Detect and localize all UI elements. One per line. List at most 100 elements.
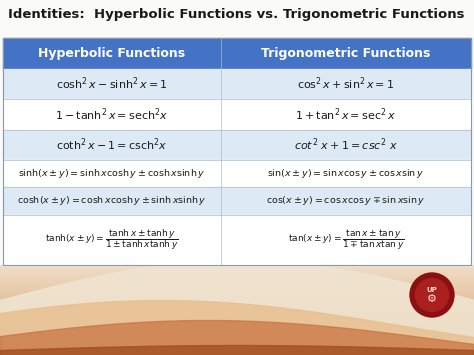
Bar	[0, 328, 474, 329]
Bar	[0, 314, 474, 315]
Bar	[0, 293, 474, 294]
Bar	[0, 267, 474, 268]
Bar	[0, 332, 474, 333]
Circle shape	[410, 273, 454, 317]
Text: $\mathit{cot}^2\ x + 1 = \mathit{csc}^2\ x$: $\mathit{cot}^2\ x + 1 = \mathit{csc}^2\…	[294, 137, 398, 153]
Bar	[0, 339, 474, 340]
Bar	[0, 283, 474, 284]
Bar	[0, 280, 474, 281]
Bar	[0, 313, 474, 314]
Bar	[0, 268, 474, 269]
Bar	[0, 350, 474, 351]
Text: $\cosh^2 x - \sinh^2 x = 1$: $\cosh^2 x - \sinh^2 x = 1$	[56, 76, 168, 92]
Bar	[0, 296, 474, 297]
Bar	[3, 69, 220, 99]
Bar	[220, 99, 471, 130]
Text: $1 + \tan^2 x = \sec^2 x$: $1 + \tan^2 x = \sec^2 x$	[295, 106, 396, 122]
Bar	[0, 329, 474, 330]
Bar	[0, 291, 474, 292]
Text: Identities:  Hyperbolic Functions vs. Trigonometric Functions: Identities: Hyperbolic Functions vs. Tri…	[8, 8, 465, 21]
Bar	[0, 278, 474, 279]
Bar	[220, 160, 471, 187]
Bar	[0, 308, 474, 309]
Bar	[0, 307, 474, 308]
Bar	[3, 214, 220, 265]
Bar	[0, 321, 474, 322]
Bar	[0, 317, 474, 318]
Bar	[0, 304, 474, 305]
Bar	[0, 287, 474, 288]
Bar	[0, 315, 474, 316]
Bar	[0, 334, 474, 335]
Bar	[0, 320, 474, 321]
Bar	[0, 273, 474, 274]
Bar	[0, 284, 474, 285]
Bar	[0, 306, 474, 307]
Bar	[220, 214, 471, 265]
Bar	[0, 319, 474, 320]
Bar	[0, 353, 474, 354]
Bar	[0, 272, 474, 273]
Bar	[0, 269, 474, 270]
Bar	[0, 271, 474, 272]
Text: $\cos^2 x + \sin^2 x = 1$: $\cos^2 x + \sin^2 x = 1$	[297, 76, 394, 92]
Bar	[0, 343, 474, 344]
Bar	[0, 288, 474, 289]
Bar	[0, 348, 474, 349]
Bar	[3, 38, 220, 69]
Bar	[3, 38, 471, 265]
Bar	[0, 326, 474, 327]
Bar	[0, 337, 474, 338]
Bar	[0, 336, 474, 337]
Bar	[0, 270, 474, 271]
Bar	[0, 298, 474, 299]
Bar	[0, 299, 474, 300]
Bar	[0, 351, 474, 352]
Bar	[0, 0, 474, 265]
Bar	[0, 302, 474, 303]
Text: ⚙: ⚙	[427, 294, 437, 304]
Bar	[0, 285, 474, 286]
Bar	[0, 279, 474, 280]
Bar	[0, 276, 474, 277]
Bar	[0, 275, 474, 276]
Bar	[0, 309, 474, 310]
Bar	[3, 130, 220, 160]
Bar	[0, 346, 474, 347]
Bar	[220, 187, 471, 214]
Bar	[0, 281, 474, 282]
Text: $\sin(x \pm y) = \sin x\cos y \pm \cos x\sin y$: $\sin(x \pm y) = \sin x\cos y \pm \cos x…	[267, 167, 424, 180]
Text: Trigonometric Functions: Trigonometric Functions	[261, 47, 430, 60]
Bar	[0, 330, 474, 331]
Bar	[0, 345, 474, 346]
Bar	[0, 300, 474, 301]
Bar	[0, 347, 474, 348]
Bar	[0, 311, 474, 312]
Bar	[0, 340, 474, 341]
Bar	[220, 38, 471, 69]
Bar	[0, 295, 474, 296]
Bar	[0, 282, 474, 283]
Bar	[0, 352, 474, 353]
Bar	[0, 338, 474, 339]
Bar	[0, 305, 474, 306]
Bar	[0, 290, 474, 291]
Bar	[0, 301, 474, 302]
Text: $\cos(x \pm y) = \cos x\cos y \mp \sin x\sin y$: $\cos(x \pm y) = \cos x\cos y \mp \sin x…	[266, 194, 426, 207]
Text: Hyperbolic Functions: Hyperbolic Functions	[38, 47, 185, 60]
Text: $\sinh(x \pm y) = \sinh x\cosh y \pm \cosh x\sinh y$: $\sinh(x \pm y) = \sinh x\cosh y \pm \co…	[18, 167, 205, 180]
Text: $\cosh(x \pm y) = \cosh x\cosh y \pm \sinh x\sinh y$: $\cosh(x \pm y) = \cosh x\cosh y \pm \si…	[17, 194, 207, 207]
Bar	[0, 316, 474, 317]
Bar	[3, 99, 220, 130]
Bar	[0, 324, 474, 325]
Bar	[0, 354, 474, 355]
Text: $\tanh(x \pm y) = \dfrac{\tanh x \pm \tanh y}{1 \pm \tanh x\tanh y}$: $\tanh(x \pm y) = \dfrac{\tanh x \pm \ta…	[45, 227, 179, 252]
Bar	[0, 303, 474, 304]
Text: $\coth^2 x - 1 = \mathrm{csch}^2 x$: $\coth^2 x - 1 = \mathrm{csch}^2 x$	[56, 137, 168, 153]
Bar	[0, 310, 474, 311]
Bar	[3, 187, 220, 214]
Bar	[3, 160, 220, 187]
Bar	[220, 69, 471, 99]
Bar	[0, 344, 474, 345]
Bar	[0, 327, 474, 328]
